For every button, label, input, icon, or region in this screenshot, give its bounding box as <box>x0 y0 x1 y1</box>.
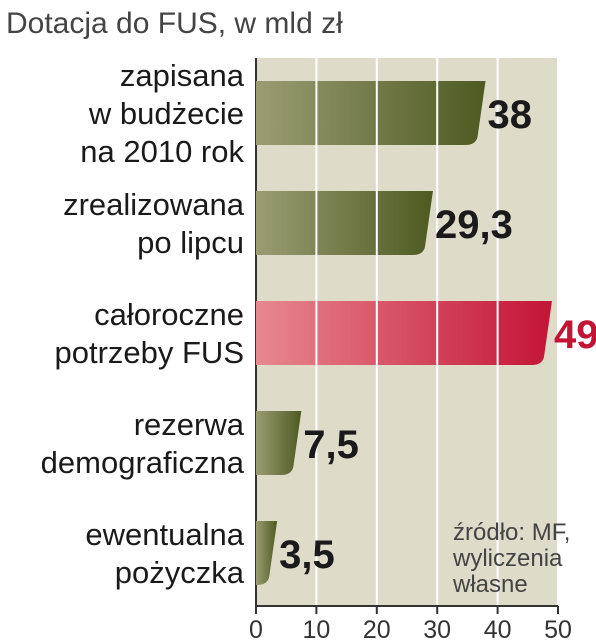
value-label: 49 <box>554 313 596 357</box>
category-label: zrealizowana po lipcu <box>63 187 245 260</box>
category-label: zapisana w budżecie na 2010 rok <box>80 58 244 169</box>
source-line: wyliczenia <box>452 545 563 572</box>
value-label: 38 <box>488 93 533 137</box>
x-tick-label: 40 <box>484 616 512 640</box>
category-label-line: demograficzna <box>41 445 245 480</box>
bar <box>256 521 278 585</box>
x-axis-ticks: 0 10 20 30 40 50 <box>249 606 572 640</box>
value-label: 7,5 <box>303 423 359 467</box>
category-label-line: ewentualna <box>85 517 244 552</box>
chart-title: Dotacja do FUS, w mld zł <box>6 7 343 40</box>
bar <box>256 411 302 475</box>
category-label-line: po lipcu <box>137 225 244 260</box>
category-labels: zapisana w budżecie na 2010 rok zrealizowan… <box>41 58 245 590</box>
source-line: własne <box>452 571 528 598</box>
category-label-line: na 2010 rok <box>80 134 244 169</box>
source-line: źródło: MF, <box>453 519 570 546</box>
category-label: całoroczne potrzeby FUS <box>54 297 244 370</box>
category-label: rezerwa demograficzna <box>41 407 245 480</box>
value-label: 3,5 <box>279 533 335 577</box>
value-label: 29,3 <box>435 203 513 247</box>
category-label-line: pożyczka <box>115 555 245 590</box>
category-label-line: rezerwa <box>134 407 245 442</box>
category-label-line: całoroczne <box>94 297 244 332</box>
category-label-line: zapisana <box>120 58 245 93</box>
x-tick-label: 50 <box>544 616 572 640</box>
x-tick-label: 20 <box>363 616 391 640</box>
source-note: źródło: MF, wyliczenia własne <box>452 519 577 598</box>
category-label-line: zrealizowana <box>63 187 245 222</box>
category-label: ewentualna pożyczka <box>85 517 244 590</box>
bar <box>256 81 486 145</box>
bar <box>256 301 552 365</box>
category-label-line: w budżecie <box>88 96 244 131</box>
x-tick-label: 30 <box>423 616 451 640</box>
category-label-line: potrzeby FUS <box>54 335 244 370</box>
x-tick-label: 0 <box>249 616 263 640</box>
value-labels: 38 29,3 49 7,5 3,5 <box>279 93 596 577</box>
bar <box>256 191 433 255</box>
bars <box>256 81 552 585</box>
x-tick-label: 10 <box>302 616 330 640</box>
